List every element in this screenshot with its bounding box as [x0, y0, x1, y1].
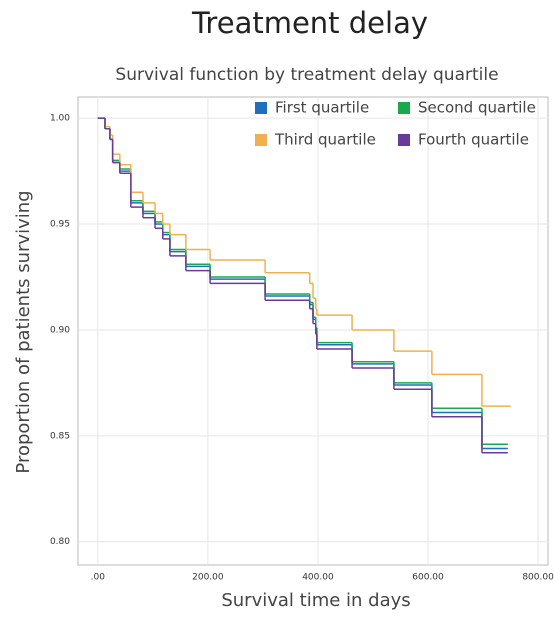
legend-label: Third quartile — [274, 131, 376, 149]
legend-swatch — [398, 134, 410, 146]
y-tick-label: 0.90 — [50, 325, 70, 335]
x-tick-label: 200.00 — [192, 573, 224, 583]
y-tick-label: 0.85 — [50, 431, 70, 441]
plot-area — [77, 96, 549, 566]
x-tick-label: 400.00 — [302, 573, 334, 583]
legend-label: First quartile — [275, 99, 369, 117]
x-axis-label: Survival time in days — [221, 590, 410, 611]
x-tick-label: 800.00 — [522, 573, 554, 583]
x-tick-label: 600.00 — [412, 573, 444, 583]
legend-label: Fourth quartile — [418, 131, 529, 149]
chart-title: Treatment delay — [191, 6, 428, 40]
legend-label: Second quartile — [418, 99, 536, 117]
y-axis-label: Proportion of patients surviving — [13, 190, 34, 473]
y-tick-label: 0.80 — [50, 537, 70, 547]
legend-swatch — [255, 134, 267, 146]
y-tick-label: 1.00 — [50, 114, 70, 124]
y-tick-label: 0.95 — [50, 220, 70, 230]
legend-swatch — [255, 102, 267, 114]
chart-subtitle: Survival function by treatment delay qua… — [115, 65, 498, 85]
x-tick-label: .00 — [91, 573, 106, 583]
legend-swatch — [398, 102, 410, 114]
